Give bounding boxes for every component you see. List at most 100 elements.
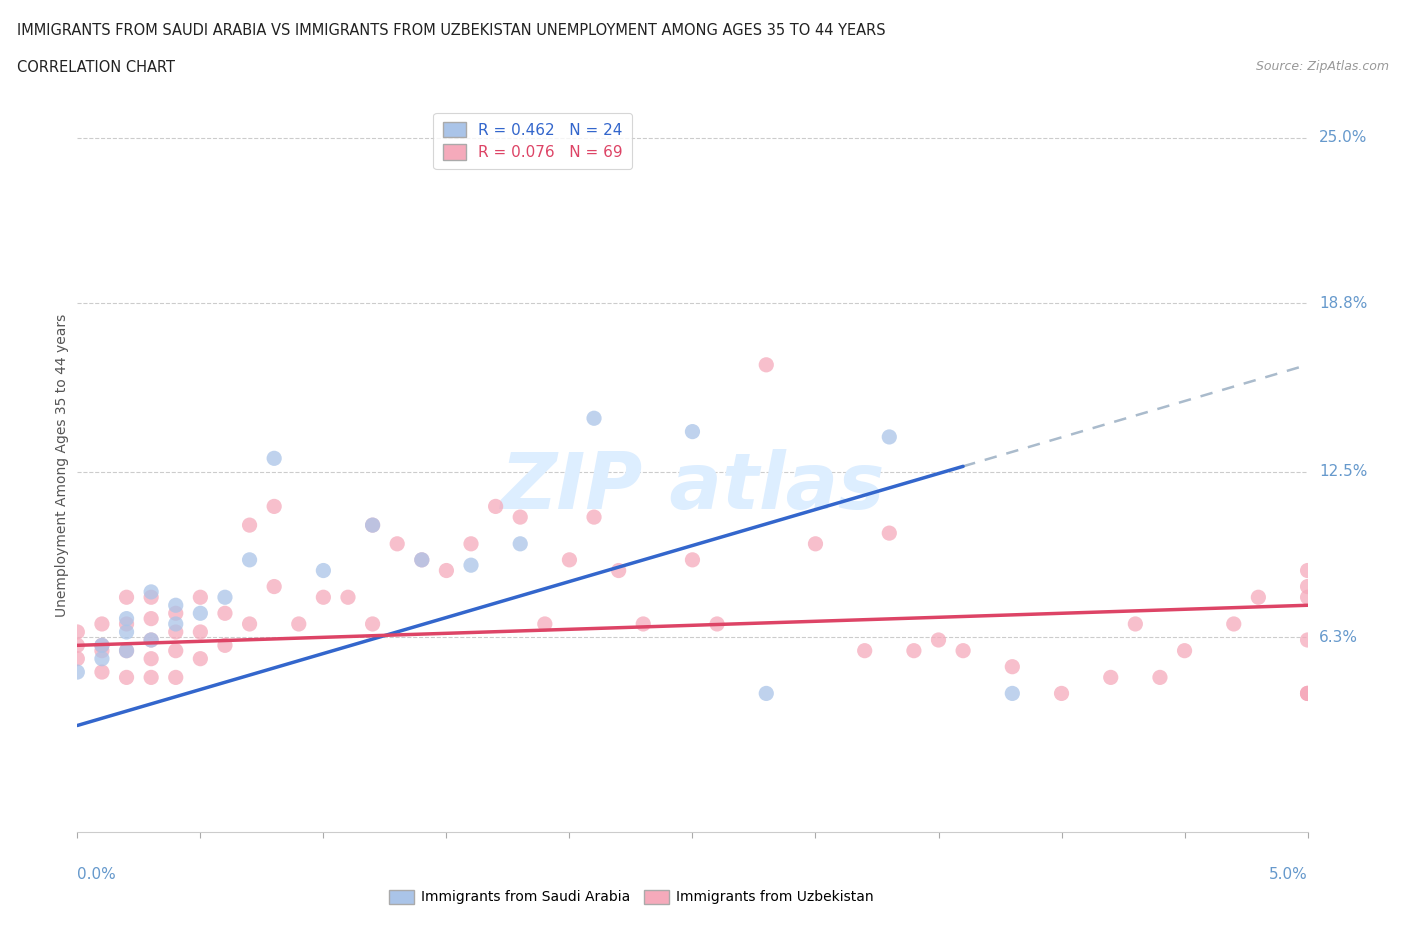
Point: [165, 644, 187, 658]
Point: [66, 625, 89, 640]
Point: [1296, 686, 1319, 701]
Text: ZIP atlas: ZIP atlas: [501, 449, 884, 525]
Point: [1149, 670, 1171, 684]
Point: [188, 605, 212, 620]
Point: [583, 411, 606, 426]
Point: [188, 590, 212, 604]
Point: [66, 665, 89, 680]
Point: [485, 499, 508, 514]
Point: [115, 590, 138, 604]
Point: [115, 644, 138, 658]
Point: [90, 651, 114, 666]
Point: [141, 611, 163, 626]
Point: [558, 552, 581, 567]
Point: [115, 625, 138, 640]
Point: [361, 617, 384, 631]
Point: [411, 552, 433, 567]
Point: [90, 644, 114, 658]
Point: [1099, 670, 1122, 684]
Point: [804, 537, 827, 551]
Point: [188, 625, 212, 640]
Point: [903, 644, 925, 658]
Point: [607, 563, 630, 578]
Point: [165, 605, 187, 620]
Point: [436, 563, 458, 578]
Point: [214, 638, 236, 653]
Point: [879, 525, 901, 540]
Point: [1296, 579, 1319, 594]
Point: [141, 584, 163, 599]
Point: [706, 617, 728, 631]
Text: 0.0%: 0.0%: [77, 867, 117, 882]
Point: [165, 670, 187, 684]
Point: [755, 357, 778, 372]
Point: [90, 617, 114, 631]
Text: 6.3%: 6.3%: [1319, 630, 1358, 644]
Point: [115, 617, 138, 631]
Point: [755, 686, 778, 701]
Point: [1223, 617, 1246, 631]
Point: [385, 537, 409, 551]
Point: [1296, 590, 1319, 604]
Point: [115, 670, 138, 684]
Point: [141, 670, 163, 684]
Point: [1296, 686, 1319, 701]
Text: 25.0%: 25.0%: [1319, 130, 1367, 145]
Point: [165, 598, 187, 613]
Point: [165, 625, 187, 640]
Point: [1125, 617, 1147, 631]
Point: [312, 590, 335, 604]
Point: [1296, 686, 1319, 701]
Point: [66, 651, 89, 666]
Y-axis label: Unemployment Among Ages 35 to 44 years: Unemployment Among Ages 35 to 44 years: [55, 313, 69, 617]
Point: [239, 552, 262, 567]
Point: [509, 537, 531, 551]
Text: Source: ZipAtlas.com: Source: ZipAtlas.com: [1256, 60, 1389, 73]
Point: [1247, 590, 1270, 604]
Point: [141, 590, 163, 604]
Point: [90, 638, 114, 653]
Point: [1174, 644, 1197, 658]
Point: [1001, 659, 1024, 674]
Point: [90, 665, 114, 680]
Point: [115, 644, 138, 658]
Point: [263, 451, 285, 466]
Point: [952, 644, 974, 658]
Point: [1050, 686, 1073, 701]
Text: 5.0%: 5.0%: [1268, 867, 1308, 882]
Point: [361, 518, 384, 533]
Point: [509, 510, 531, 525]
Point: [115, 611, 138, 626]
Text: 18.8%: 18.8%: [1319, 296, 1367, 311]
Point: [460, 558, 482, 573]
Point: [239, 617, 262, 631]
Point: [337, 590, 360, 604]
Point: [66, 638, 89, 653]
Point: [633, 617, 655, 631]
Point: [361, 518, 384, 533]
Legend: Immigrants from Saudi Arabia, Immigrants from Uzbekistan: Immigrants from Saudi Arabia, Immigrants…: [382, 884, 879, 910]
Point: [263, 499, 285, 514]
Point: [214, 605, 236, 620]
Point: [1296, 632, 1319, 647]
Point: [1296, 563, 1319, 578]
Point: [879, 430, 901, 445]
Point: [583, 510, 606, 525]
Point: [188, 651, 212, 666]
Point: [141, 632, 163, 647]
Point: [141, 632, 163, 647]
Point: [1001, 686, 1024, 701]
Point: [534, 617, 557, 631]
Point: [288, 617, 311, 631]
Point: [263, 579, 285, 594]
Point: [239, 518, 262, 533]
Point: [682, 552, 704, 567]
Point: [214, 590, 236, 604]
Point: [312, 563, 335, 578]
Text: IMMIGRANTS FROM SAUDI ARABIA VS IMMIGRANTS FROM UZBEKISTAN UNEMPLOYMENT AMONG AG: IMMIGRANTS FROM SAUDI ARABIA VS IMMIGRAN…: [17, 23, 886, 38]
Point: [90, 638, 114, 653]
Point: [411, 552, 433, 567]
Text: 12.5%: 12.5%: [1319, 464, 1367, 479]
Point: [460, 537, 482, 551]
Point: [928, 632, 950, 647]
